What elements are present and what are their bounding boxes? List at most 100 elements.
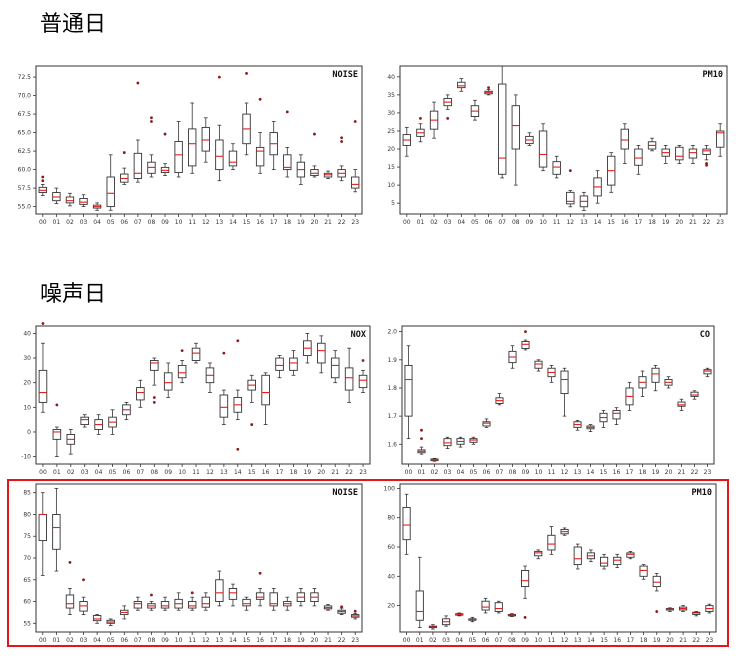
outlier-point [222,351,226,355]
outlier-point [419,116,422,120]
x-tick-label: 14 [234,469,242,476]
box-item [430,457,439,462]
box-body [188,128,197,167]
x-tick-label: 21 [679,637,687,644]
x-tick-label: 19 [297,219,305,226]
box-body [715,130,725,148]
x-tick-label: 22 [703,219,711,226]
x-tick-label: 21 [678,469,686,476]
x-tick-label: 04 [93,637,101,644]
box-item [497,65,507,179]
x-tick-label: 16 [613,469,621,476]
x-tick-label: 02 [429,637,437,644]
outlier-point [41,179,45,183]
box-item [702,145,711,167]
box-item [65,192,75,207]
box-body [283,154,292,171]
x-tick-label: 17 [627,637,635,644]
x-tick-label: 22 [338,637,346,644]
ordinary-day-heading: 普通日 [40,12,107,37]
box-body [201,596,210,608]
box-item [651,365,660,392]
box-body [652,575,661,588]
x-tick-label: 16 [256,219,264,226]
box-body [521,570,530,588]
box-body [402,506,411,541]
box-body [620,128,630,150]
x-tick-label: 18 [639,469,647,476]
box-item [705,603,714,614]
box-item [136,379,145,408]
y-tick-label: 1.8 [387,385,397,392]
box-item [79,578,88,615]
plot-frame [401,325,715,465]
y-tick-label: 20 [387,146,395,153]
x-tick-label: 09 [522,469,530,476]
box-item [133,81,143,183]
noise-day-heading: 噪声日 [40,282,107,307]
x-tick-label: 18 [290,469,298,476]
box-item [470,99,480,121]
x-tick-label: 13 [574,637,582,644]
outlier-point [340,605,344,609]
box-body [219,394,229,418]
box-item [511,94,521,186]
x-tick-label: 13 [574,469,582,476]
box-item [317,335,326,374]
outlier-point [705,162,708,165]
box-item [201,117,210,163]
box-item [639,564,648,580]
box-item [38,322,48,413]
y-tick-label: 25 [387,128,395,135]
x-tick-label: 18 [648,219,656,226]
x-tick-label: 02 [66,637,74,644]
x-tick-label: 04 [457,219,465,226]
noise-day-nox-chart: -10 0 10 20 30 40 00 01 02 03 04 05 06 07 08 09 10 11 12 13… [8,322,374,478]
box-body [38,369,48,403]
box-item [521,330,530,351]
x-tick-label: 10 [534,637,542,644]
box-body [538,130,548,168]
box-item [160,596,170,611]
box-body [688,148,698,159]
y-tick-label: -10 [21,454,31,461]
box-item [133,596,143,611]
y-tick-label: 72.5 [18,74,32,81]
box-body [404,364,413,417]
box-body [415,590,424,621]
y-tick-label: 55.0 [18,204,32,211]
x-tick-label: 07 [495,637,503,644]
x-tick-label: 07 [134,637,142,644]
x-tick-label: 16 [613,637,621,644]
box-item [92,614,102,624]
x-tick-label: 14 [587,469,595,476]
x-tick-label: 20 [675,219,683,226]
outlier-point [180,349,184,353]
x-tick-label: 14 [229,637,237,644]
outlier-point [487,86,490,90]
outlier-point [163,132,167,136]
x-tick-label: 23 [359,469,367,476]
box-item [538,123,548,172]
x-tick-label: 16 [262,469,270,476]
outlier-point [68,560,72,564]
outlier-point [340,136,344,140]
outlier-point [313,132,316,136]
x-tick-label: 15 [600,637,608,644]
box-item [65,560,75,615]
box-item [310,588,319,607]
box-item [560,367,569,417]
outlier-point [524,330,527,334]
x-tick-label: 17 [270,219,278,226]
box-item [120,151,129,185]
box-body [639,565,648,577]
x-tick-label: 21 [324,637,332,644]
x-tick-label: 16 [621,219,629,226]
box-item [468,616,477,623]
box-item [525,132,534,146]
y-tick-label: 1.7 [387,413,397,420]
box-item [255,571,265,607]
x-tick-label: 12 [202,637,210,644]
box-body [634,148,643,166]
box-body [163,372,173,391]
